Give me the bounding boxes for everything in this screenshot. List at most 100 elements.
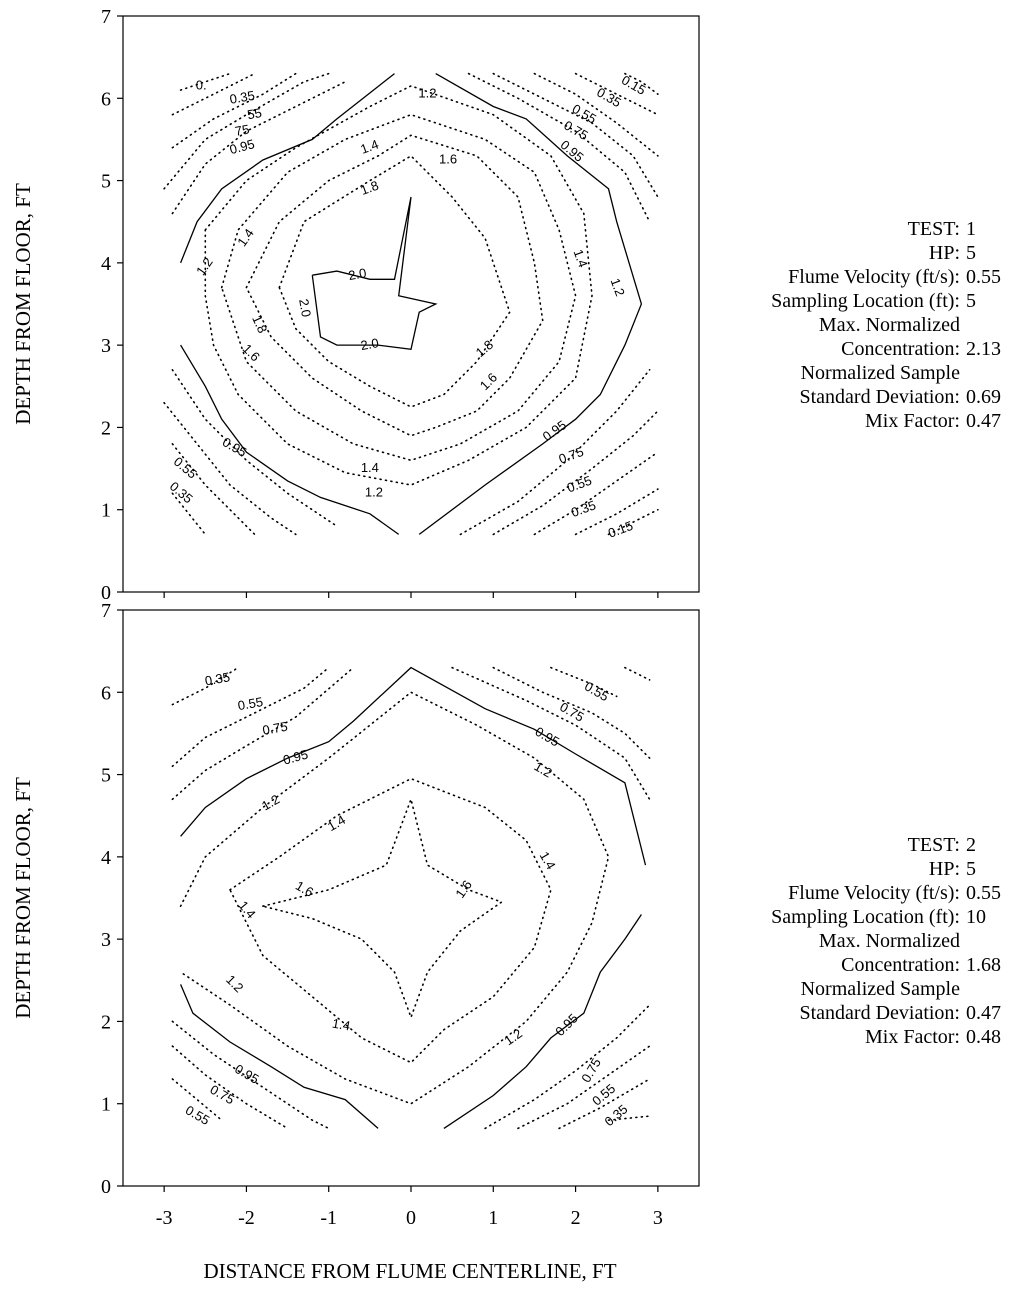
contour-line-0_75 [163, 401, 297, 536]
contour-line-0_15 [624, 72, 659, 95]
contour-line-0_75 [163, 72, 330, 190]
contour-line-0_95 [459, 369, 651, 536]
contour-line-0_75 [492, 410, 659, 536]
info-value: 0.47 [966, 410, 1001, 432]
test-2-info-panel: TEST: 2 HP: 5 Flume Velocity (ft/s): 0.55 Samp… [726, 833, 1026, 1049]
contour-label: 0.75 [261, 719, 289, 738]
y-tick-label: 3 [101, 929, 111, 951]
info-row: Normalized Sample [726, 977, 1026, 1001]
contour-label: 1.8 [249, 313, 270, 336]
info-value: 0.55 [966, 882, 1001, 904]
contour-line-0_35 [171, 492, 207, 536]
info-label: Flume Velocity (ft/s): [788, 882, 960, 904]
x-tick-label: 2 [571, 1207, 581, 1229]
contour-line-0_95 [171, 81, 346, 215]
y-tick-label: 2 [101, 417, 111, 439]
contour-line-0_95 [180, 984, 379, 1129]
contour-line-0_75 [492, 72, 659, 198]
contour-label: 1.2 [502, 1026, 525, 1049]
contour-label: 1.2 [193, 255, 216, 278]
contour-line-0_35 [171, 72, 256, 116]
y-axis-title: DEPTH FROM FLOOR, FT [11, 777, 35, 1019]
contour-label: 2.0 [347, 265, 367, 283]
info-row: Mix Factor: 0.47 [726, 409, 1026, 433]
contour-line-0_15 [624, 666, 651, 681]
contour-line-0_95 [467, 72, 651, 223]
contour-line-1_2 [179, 691, 610, 1105]
info-value: 10 [966, 906, 986, 928]
contour-label: 0.75 [557, 699, 586, 725]
y-tick-label: 4 [101, 253, 111, 275]
contour-label: 1.6 [477, 370, 500, 393]
contour-label: 1.6 [240, 341, 263, 364]
info-row: Standard Deviation: 0.69 [726, 385, 1026, 409]
contour-label: 1.2 [223, 972, 246, 995]
contour-line-0_15 [607, 508, 659, 536]
info-label: Standard Deviation: [799, 386, 960, 408]
contour-label: 1.4 [234, 226, 257, 249]
info-label: Standard Deviation: [799, 1002, 960, 1024]
y-tick-label: 0 [101, 1176, 111, 1198]
y-tick-label: 4 [101, 847, 111, 869]
info-value: 1 [966, 218, 976, 240]
contour-line-0_35 [574, 72, 659, 116]
info-row: TEST: 2 [726, 833, 1026, 857]
contour-label: 0.95 [540, 417, 569, 444]
contour-line-0_75 [171, 1020, 330, 1130]
contour-label: 0.35 [204, 669, 232, 688]
y-tick-label: 2 [101, 1011, 111, 1033]
contour-line-1_2 [179, 73, 395, 264]
y-tick-label: 0 [101, 582, 111, 604]
info-row: Sampling Location (ft): 5 [726, 289, 1026, 313]
info-label: Mix Factor: [865, 1026, 960, 1048]
contour-label: 0.35 [594, 85, 623, 111]
contour-label: 0. [196, 77, 207, 92]
info-row: Flume Velocity (ft/s): 0.55 [726, 265, 1026, 289]
y-tick-label: 6 [101, 682, 111, 704]
x-tick-label: 0 [406, 1207, 416, 1229]
contour-line-0_75 [484, 1004, 651, 1130]
contour-line-0_15 [607, 1115, 651, 1121]
contour-label: 1.4 [325, 812, 348, 834]
contour-line-0_55 [171, 666, 330, 768]
info-value: 0.47 [966, 1002, 1001, 1024]
info-row: Flume Velocity (ft/s): 0.55 [726, 881, 1026, 905]
contour-label: 0.95 [552, 1011, 581, 1040]
contour-line-0_95 [171, 369, 338, 527]
x-tick-label: -3 [156, 1207, 173, 1229]
contour-label: 1.6 [439, 151, 457, 166]
info-value [960, 313, 1026, 337]
info-value [960, 361, 1026, 385]
info-row: HP: 5 [726, 241, 1026, 265]
contour-line-1_4 [220, 113, 577, 462]
contour-line-0_35 [574, 488, 659, 536]
contour-line-0_35 [550, 666, 618, 698]
contour-line-2_0 [311, 196, 438, 351]
info-label: TEST: [907, 218, 960, 240]
contour-line-0_55 [533, 451, 659, 536]
info-row: Max. Normalized [726, 313, 1026, 337]
x-axis-title: DISTANCE FROM FLUME CENTERLINE, FT [203, 1259, 616, 1283]
contour-label: 1.4 [236, 898, 259, 921]
info-row: Standard Deviation: 0.47 [726, 1001, 1026, 1025]
contour-line-0_55 [171, 443, 256, 536]
info-row: HP: 5 [726, 857, 1026, 881]
y-tick-label: 1 [101, 1094, 111, 1116]
y-tick-label: 7 [101, 600, 111, 622]
x-tick-label: 1 [488, 1207, 498, 1229]
contour-label: 1.6 [293, 878, 316, 900]
info-value [960, 977, 1026, 1001]
info-label: HP: [928, 242, 960, 264]
contour-label: 1.4 [331, 1016, 351, 1034]
contour-label: 0.55 [171, 454, 200, 482]
contour-label: 1.4 [571, 247, 591, 269]
info-label: Concentration: [841, 338, 960, 360]
contour-line-1_8 [278, 154, 511, 408]
contour-label: 0.55 [582, 679, 611, 705]
contour-label: 1.2 [365, 485, 383, 500]
contour-label: 1.2 [608, 276, 628, 298]
info-value [960, 929, 1026, 953]
test-1-info-panel: TEST: 1 HP: 5 Flume Velocity (ft/s): 0.55 Samp… [726, 217, 1026, 433]
info-label: Sampling Location (ft): [771, 290, 960, 312]
